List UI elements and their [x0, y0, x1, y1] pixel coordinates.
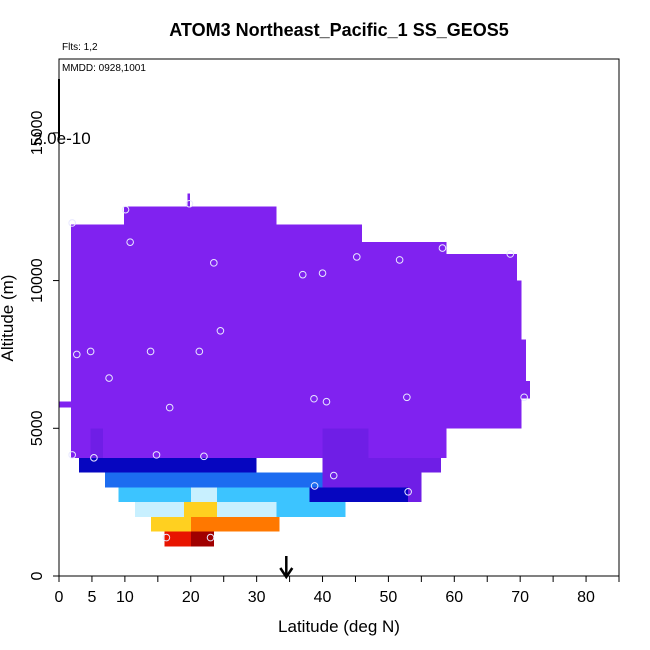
- y-tick-label: 0: [29, 571, 46, 580]
- heatmap-cell: [190, 487, 218, 503]
- data-point: [105, 374, 113, 382]
- data-point: [165, 403, 174, 412]
- heatmap-cell: [521, 339, 527, 399]
- x-tick-label: 80: [577, 589, 595, 606]
- data-point: [329, 471, 338, 480]
- plot-frame: [58, 58, 620, 577]
- data-point: [200, 452, 208, 461]
- x-tick-label: 40: [314, 589, 332, 606]
- data-point: [68, 451, 76, 459]
- data-point: [310, 482, 319, 490]
- x-tick-label: 70: [511, 589, 529, 606]
- data-point: [90, 454, 98, 462]
- heatmap-cell: [118, 487, 191, 503]
- colorbar-scale-label: 2.0e-10: [33, 129, 91, 148]
- x-tick-label: 60: [445, 589, 463, 606]
- heatmap-cell: [78, 457, 191, 473]
- x-tick-label: 50: [380, 589, 398, 606]
- data-point: [146, 347, 155, 356]
- heatmap-cell: [217, 487, 310, 503]
- data-point: [206, 533, 215, 542]
- data-layer: [59, 193, 531, 547]
- heatmap-cell: [70, 224, 125, 458]
- heatmap-cell: [526, 381, 531, 399]
- data-point: [404, 488, 412, 496]
- x-tick-label: 10: [116, 589, 134, 606]
- data-point: [68, 219, 76, 227]
- y-axis-label: Altitude (m): [0, 275, 17, 362]
- arrow-head: [279, 567, 294, 580]
- data-point: [210, 259, 218, 267]
- heatmap-cell: [190, 516, 231, 532]
- data-point: [185, 199, 194, 208]
- heatmap-cell: [230, 516, 280, 532]
- data-point: [438, 244, 447, 252]
- heatmap-cell: [90, 428, 104, 458]
- data-point: [352, 253, 361, 261]
- y-tick-label: 10000: [29, 258, 46, 303]
- data-point: [195, 347, 204, 356]
- heatmap-cell: [184, 502, 218, 517]
- heatmap-cell: [217, 502, 277, 517]
- heatmap-cell: [151, 516, 191, 532]
- heatmap-cell: [124, 206, 277, 458]
- data-point: [310, 394, 318, 403]
- data-point: [322, 397, 331, 406]
- heatmap-cell: [217, 472, 323, 488]
- data-point: [121, 205, 130, 214]
- data-point: [126, 238, 134, 246]
- chart-title: ATOM3 Northeast_Pacific_1 SS_GEOS5: [169, 20, 508, 40]
- heatmap-cell: [309, 487, 409, 503]
- axes-layer: 0 5 10 20 30 40 50 60 70 80 0 5000 10000 15000: [29, 111, 620, 606]
- flights-annotation: Flts: 1,2: [62, 42, 98, 53]
- data-point: [298, 270, 307, 279]
- x-tick-label: 5: [87, 589, 96, 606]
- heatmap-cell: [190, 457, 257, 473]
- x-tick-label: 20: [182, 589, 200, 606]
- data-point: [152, 451, 161, 459]
- data-point: [86, 347, 95, 356]
- heatmap-cell: [276, 502, 346, 517]
- heatmap-cell: [276, 224, 363, 458]
- heatmap-cell: [322, 428, 369, 458]
- x-tick-label: 30: [248, 589, 266, 606]
- data-point: [403, 393, 411, 402]
- heatmap-cell: [105, 472, 218, 488]
- x-tick-label: 0: [55, 589, 64, 606]
- data-point: [506, 250, 515, 258]
- y-tick-label: 5000: [29, 410, 46, 446]
- data-point: [162, 533, 171, 542]
- heatmap-cell: [322, 457, 442, 473]
- data-point: [520, 393, 528, 402]
- heatmap-cell: [59, 401, 71, 408]
- dates-annotation: MMDD: 0928,1001: [62, 63, 146, 74]
- latitude-arrow-marker: [279, 556, 294, 580]
- heatmap-cell: [446, 253, 517, 429]
- x-axis-label: Latitude (deg N): [278, 617, 400, 636]
- heatmap-cell: [516, 280, 522, 429]
- y-tick-label: 15000: [29, 111, 46, 156]
- heatmap-cell: [164, 531, 191, 547]
- data-point: [72, 350, 81, 359]
- heatmap-cell: [134, 502, 185, 517]
- heatmap-cell: [362, 242, 447, 458]
- data-point: [216, 326, 225, 335]
- data-point: [395, 256, 404, 264]
- data-point: [318, 269, 327, 277]
